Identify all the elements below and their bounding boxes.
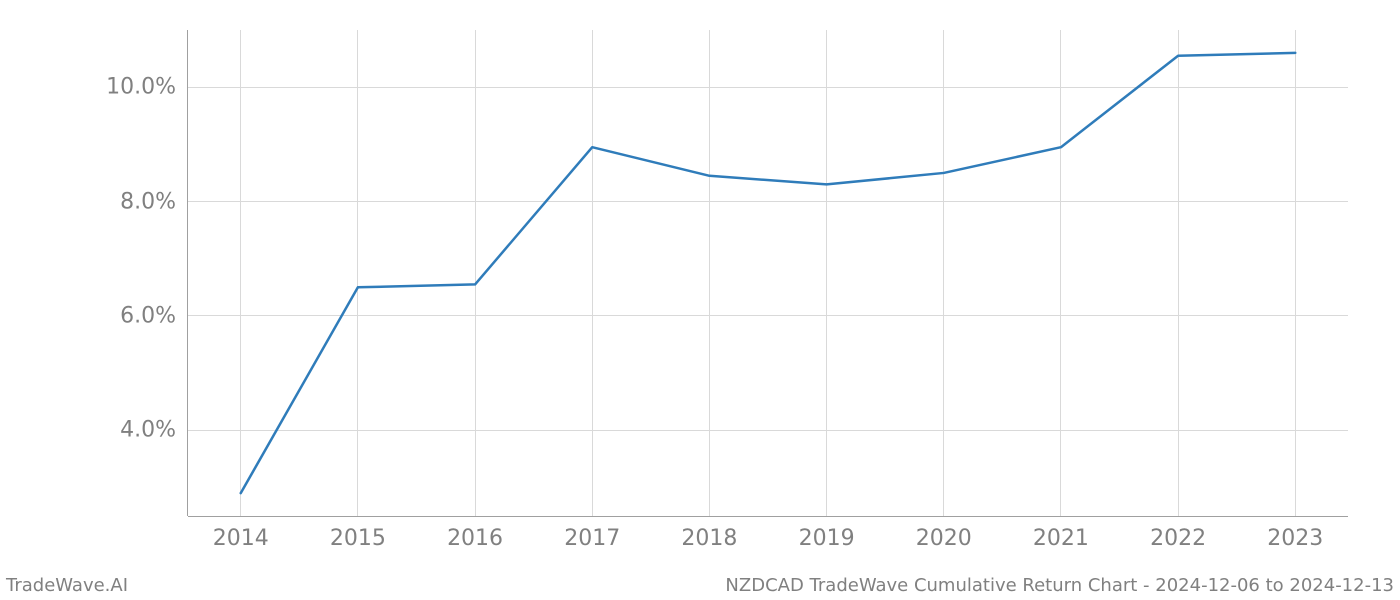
chart-container: TradeWave.AI NZDCAD TradeWave Cumulative… <box>0 0 1400 600</box>
line-layer <box>0 0 1400 600</box>
series-line <box>241 53 1296 493</box>
